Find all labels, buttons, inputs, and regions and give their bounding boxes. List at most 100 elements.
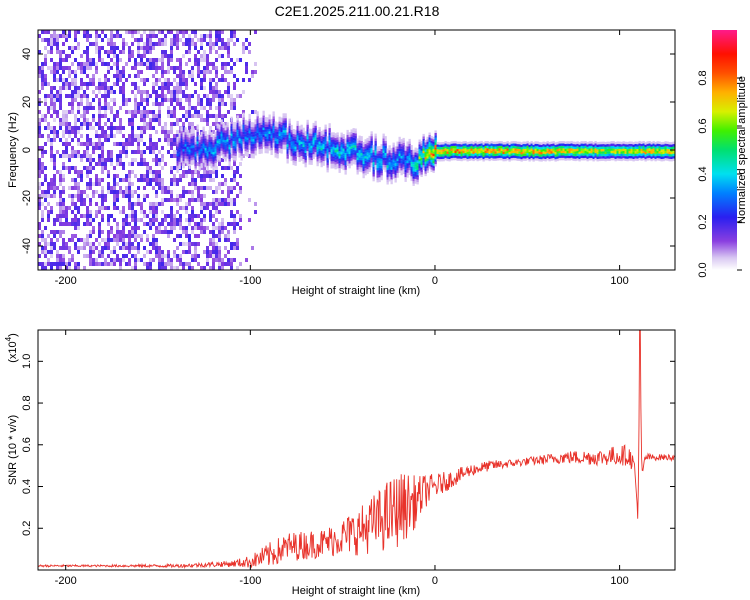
heatmap-cell <box>41 230 44 234</box>
heatmap-cell <box>414 176 417 179</box>
heatmap-cell <box>221 38 224 42</box>
heatmap-cell <box>137 30 140 34</box>
heatmap-cell <box>68 194 71 198</box>
heatmap-cell <box>206 160 209 164</box>
heatmap-cell <box>80 190 83 194</box>
heatmap-cell <box>524 141 527 145</box>
heatmap-cell <box>212 234 215 238</box>
heatmap-cell <box>282 120 285 124</box>
heatmap-cell <box>262 137 265 140</box>
heatmap-cell <box>143 254 146 258</box>
heatmap-cell <box>80 98 83 102</box>
heatmap-cell <box>212 166 215 169</box>
heatmap-cell <box>62 154 65 158</box>
heatmap-cell <box>188 147 191 150</box>
heatmap-cell <box>41 266 44 270</box>
heatmap-cell <box>250 150 253 154</box>
heatmap-cell <box>77 86 80 90</box>
heatmap-cell <box>382 145 385 149</box>
heatmap-cell <box>116 126 119 130</box>
heatmap-cell <box>274 131 277 134</box>
heatmap-cell <box>204 133 207 137</box>
heatmap-cell <box>216 142 219 146</box>
heatmap-cell <box>494 153 497 157</box>
heatmap-cell <box>238 123 241 127</box>
heatmap-cell <box>364 168 367 171</box>
heatmap-cell <box>155 70 158 74</box>
heatmap-cell <box>302 154 305 157</box>
heatmap-cell <box>448 156 451 160</box>
heatmap-cell <box>496 158 499 161</box>
heatmap-cell <box>244 153 247 156</box>
heatmap-cell <box>272 118 275 122</box>
heatmap-cell <box>179 198 182 202</box>
heatmap-cell <box>59 210 62 214</box>
heatmap-cell <box>176 170 179 174</box>
heatmap-cell <box>65 142 68 146</box>
heatmap-cell <box>222 149 225 152</box>
heatmap-cell <box>282 118 285 121</box>
heatmap-cell <box>47 262 50 266</box>
heatmap-cell <box>406 153 409 157</box>
heatmap-cell <box>424 149 427 153</box>
heatmap-cell <box>262 144 265 147</box>
heatmap-cell <box>460 156 463 159</box>
heatmap-cell <box>228 163 231 167</box>
heatmap-cell <box>322 139 325 142</box>
heatmap-cell <box>137 178 140 182</box>
heatmap-cell <box>526 145 529 149</box>
heatmap-cell <box>170 170 173 174</box>
heatmap-cell <box>101 150 104 154</box>
heatmap-cell <box>62 134 65 138</box>
heatmap-cell <box>203 74 206 78</box>
heatmap-cell <box>508 151 511 155</box>
heatmap-cell <box>194 110 197 114</box>
heatmap-cell <box>206 168 209 171</box>
heatmap-cell <box>432 139 435 142</box>
heatmap-cell <box>209 186 212 190</box>
heatmap-cell <box>47 186 50 190</box>
heatmap-cell <box>191 70 194 74</box>
heatmap-cell <box>161 82 164 86</box>
heatmap-cell <box>185 202 188 206</box>
heatmap-cell <box>89 234 92 238</box>
heatmap-cell <box>74 118 77 122</box>
heatmap-cell <box>616 146 619 149</box>
heatmap-cell <box>448 142 451 145</box>
heatmap-cell <box>221 166 224 170</box>
heatmap-cell <box>400 151 403 154</box>
heatmap-cell <box>146 238 149 242</box>
heatmap-cell <box>326 162 329 166</box>
heatmap-cell <box>430 162 433 165</box>
heatmap-cell <box>266 117 269 120</box>
heatmap-cell <box>598 158 601 162</box>
heatmap-cell <box>143 42 146 46</box>
heatmap-cell <box>230 119 233 122</box>
heatmap-cell <box>167 190 170 194</box>
heatmap-cell <box>590 150 593 154</box>
heatmap-cell <box>182 82 185 86</box>
heatmap-cell <box>302 139 305 143</box>
heatmap-cell <box>452 153 455 156</box>
heatmap-cell <box>192 159 195 163</box>
heatmap-cell <box>458 144 461 147</box>
heatmap-cell <box>86 62 89 66</box>
heatmap-cell <box>396 168 399 171</box>
heatmap-cell <box>384 138 387 142</box>
heatmap-cell <box>206 102 209 106</box>
heatmap-cell <box>212 170 215 174</box>
heatmap-cell <box>98 146 101 150</box>
heatmap-cell <box>170 66 173 70</box>
heatmap-cell <box>502 154 505 157</box>
heatmap-cell <box>146 78 149 82</box>
heatmap-cell <box>140 94 143 98</box>
heatmap-cell <box>348 163 351 166</box>
heatmap-cell <box>167 150 170 154</box>
heatmap-cell <box>318 134 321 137</box>
heatmap-cell <box>302 127 305 131</box>
heatmap-cell <box>598 153 601 157</box>
heatmap-cell <box>62 206 65 210</box>
heatmap-cell <box>248 128 251 131</box>
heatmap-cell <box>302 151 305 155</box>
heatmap-cell <box>310 148 313 151</box>
